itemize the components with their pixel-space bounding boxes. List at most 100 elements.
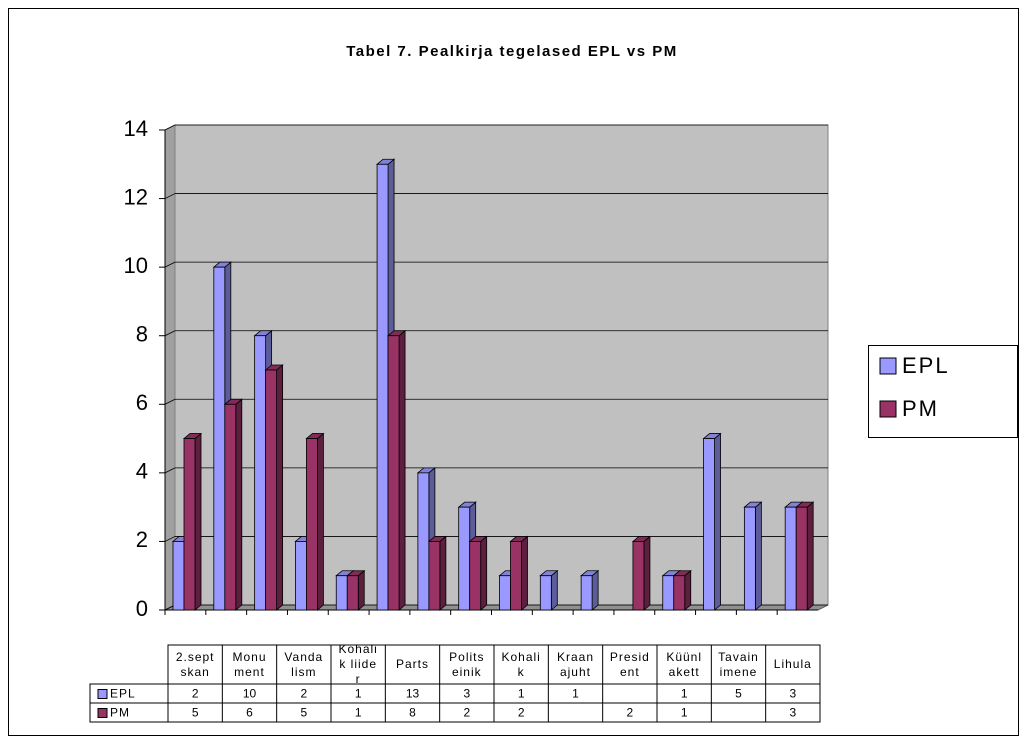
column-label: Monument bbox=[232, 649, 267, 679]
bar-front bbox=[703, 438, 715, 611]
table-header: Politseinik bbox=[449, 649, 485, 679]
bar bbox=[223, 398, 243, 611]
column-label: Kraanajuht bbox=[556, 649, 594, 679]
table-value: 8 bbox=[409, 706, 416, 720]
bar-side bbox=[439, 535, 447, 611]
bar-side bbox=[357, 569, 365, 611]
grid-line bbox=[164, 330, 176, 337]
bar-side bbox=[398, 329, 406, 611]
table-header: Lihula bbox=[773, 657, 812, 671]
y-tick-label: 2 bbox=[136, 527, 148, 552]
bar-front bbox=[346, 575, 359, 611]
bar-front bbox=[335, 575, 348, 611]
bar-front bbox=[510, 541, 522, 611]
grid-line bbox=[164, 398, 176, 405]
bar-front bbox=[428, 541, 441, 611]
y-tick-label: 6 bbox=[136, 390, 148, 415]
bar bbox=[305, 432, 325, 611]
bar-side bbox=[643, 535, 651, 611]
bar-front bbox=[469, 541, 482, 611]
bar bbox=[264, 364, 284, 611]
bar-front bbox=[376, 163, 389, 611]
legend-label: EPL bbox=[902, 353, 950, 378]
bar-front bbox=[499, 575, 511, 611]
bar-side bbox=[684, 569, 692, 611]
bar-front bbox=[417, 472, 430, 611]
y-tick-label: 8 bbox=[136, 322, 148, 347]
bar-front bbox=[172, 541, 185, 611]
bar-front bbox=[265, 369, 278, 611]
bar-front bbox=[387, 335, 400, 611]
bar bbox=[427, 535, 447, 611]
legend-swatch bbox=[879, 357, 897, 375]
bar bbox=[346, 569, 366, 611]
y-tick-label: 12 bbox=[124, 184, 148, 209]
chart-title: Tabel 7. Pealkirja tegelased EPL vs PM bbox=[346, 43, 678, 60]
column-label: Lihula bbox=[773, 657, 812, 671]
bar-front bbox=[183, 438, 196, 611]
legend-label: PM bbox=[902, 396, 939, 421]
column-label: Küünlakett bbox=[666, 649, 703, 679]
table-value: 2 bbox=[463, 706, 470, 720]
bar-side bbox=[521, 535, 528, 611]
table-value: 6 bbox=[246, 706, 253, 720]
table-value: 1 bbox=[572, 687, 579, 701]
bar bbox=[386, 329, 407, 611]
table-value: 5 bbox=[735, 687, 742, 701]
column-label: Vandalism bbox=[284, 649, 324, 679]
bar bbox=[182, 432, 203, 611]
legend-key bbox=[97, 689, 108, 699]
bar-front bbox=[458, 506, 471, 611]
bar-front bbox=[673, 575, 686, 611]
bar-side bbox=[754, 501, 762, 611]
table-value: 2 bbox=[192, 687, 199, 701]
bar bbox=[539, 569, 559, 611]
table-value: 10 bbox=[243, 687, 257, 701]
column-label: Politseinik bbox=[449, 649, 485, 679]
bar bbox=[702, 432, 722, 611]
column-label: Kohalik liider bbox=[338, 645, 378, 684]
column-label: 2.sept skan bbox=[175, 649, 215, 679]
column-label: President bbox=[609, 649, 650, 679]
bar-front bbox=[662, 575, 675, 611]
table-value: 5 bbox=[192, 706, 199, 720]
grid-line bbox=[164, 536, 176, 542]
table-value: 1 bbox=[355, 687, 362, 701]
table-header: 2.sept skan bbox=[175, 649, 215, 679]
column-label: Kohalik bbox=[501, 649, 541, 679]
table-header: President bbox=[609, 649, 650, 679]
table-value: 2 bbox=[626, 706, 633, 720]
legend-swatch bbox=[879, 400, 897, 418]
grid-line bbox=[164, 124, 176, 131]
bar bbox=[468, 535, 488, 611]
y-tick-label: 10 bbox=[124, 253, 148, 278]
table-header: Vandalism bbox=[284, 649, 324, 679]
table-value: 3 bbox=[789, 706, 796, 720]
bar bbox=[509, 535, 529, 611]
bar-front bbox=[743, 506, 756, 611]
bar bbox=[743, 501, 763, 611]
bar-side bbox=[317, 432, 324, 611]
bar-front bbox=[580, 575, 593, 611]
bar-side bbox=[591, 569, 599, 611]
table-value: 1 bbox=[355, 706, 362, 720]
table-value: 3 bbox=[463, 687, 470, 701]
bar bbox=[672, 569, 692, 611]
table-value: 3 bbox=[789, 687, 796, 701]
table-value: 5 bbox=[300, 706, 307, 720]
grid-line bbox=[164, 193, 176, 199]
bar-front bbox=[784, 506, 797, 611]
bar-side bbox=[235, 398, 243, 611]
bar-front bbox=[224, 403, 237, 611]
grid-line bbox=[164, 261, 176, 268]
table-value: 2 bbox=[518, 706, 525, 720]
bar-side bbox=[714, 432, 721, 611]
bar-front bbox=[295, 541, 307, 611]
bar-front bbox=[254, 335, 267, 611]
y-tick-label: 4 bbox=[136, 459, 148, 484]
bar-front bbox=[539, 575, 552, 611]
table-value: 2 bbox=[300, 687, 307, 701]
table-value: 1 bbox=[518, 687, 525, 701]
bar-side bbox=[806, 501, 814, 611]
